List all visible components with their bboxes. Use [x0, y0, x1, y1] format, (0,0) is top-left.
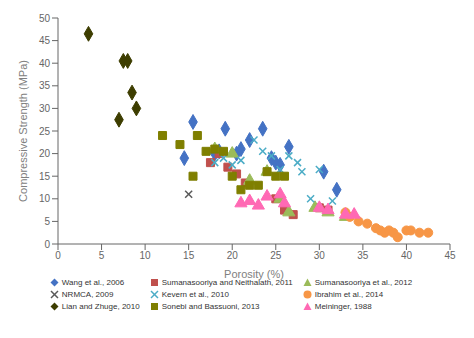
svg-text:45: 45	[444, 250, 456, 261]
svg-text:Porosity (%): Porosity (%)	[224, 268, 284, 280]
svg-text:40: 40	[39, 58, 51, 69]
svg-text:25: 25	[270, 250, 282, 261]
html-text:NRMCA, 2009: NRMCA, 2009	[61, 290, 114, 299]
html-text:Ibrahim et al., 2014: Ibrahim et al., 2014	[314, 290, 384, 299]
html-text:Sonebi and Bassuoni, 2013: Sonebi and Bassuoni, 2013	[161, 302, 260, 311]
svg-text:15: 15	[183, 250, 195, 261]
html-text:Lian and Zhuge, 2010: Lian and Zhuge, 2010	[61, 302, 140, 311]
html-text:Kevern et al., 2010: Kevern et al., 2010	[161, 290, 229, 299]
svg-text:0: 0	[55, 250, 61, 261]
svg-text:35: 35	[39, 80, 51, 91]
html-text:Meininger, 1988: Meininger, 1988	[314, 302, 372, 311]
html-text:Wang et al., 2006: Wang et al., 2006	[61, 278, 125, 287]
svg-text:0: 0	[44, 239, 50, 250]
svg-text:30: 30	[314, 250, 326, 261]
svg-text:40: 40	[401, 250, 413, 261]
svg-text:45: 45	[39, 35, 51, 46]
svg-text:35: 35	[357, 250, 369, 261]
svg-text:10: 10	[39, 193, 51, 204]
html-text:Sumanasooriya et al., 2012: Sumanasooriya et al., 2012	[314, 278, 413, 287]
svg-text:30: 30	[39, 103, 51, 114]
svg-text:Compressive Strength (MPa): Compressive Strength (MPa)	[17, 60, 29, 202]
svg-text:5: 5	[44, 216, 50, 227]
svg-text:5: 5	[99, 250, 105, 261]
svg-text:20: 20	[227, 250, 239, 261]
svg-text:10: 10	[140, 250, 152, 261]
svg-text:50: 50	[39, 13, 51, 24]
svg-text:15: 15	[39, 171, 51, 182]
svg-text:20: 20	[39, 148, 51, 159]
html-text:Sumanasooriya and Neithalath,: Sumanasooriya and Neithalath, 2011	[161, 278, 293, 287]
svg-text:25: 25	[39, 126, 51, 137]
